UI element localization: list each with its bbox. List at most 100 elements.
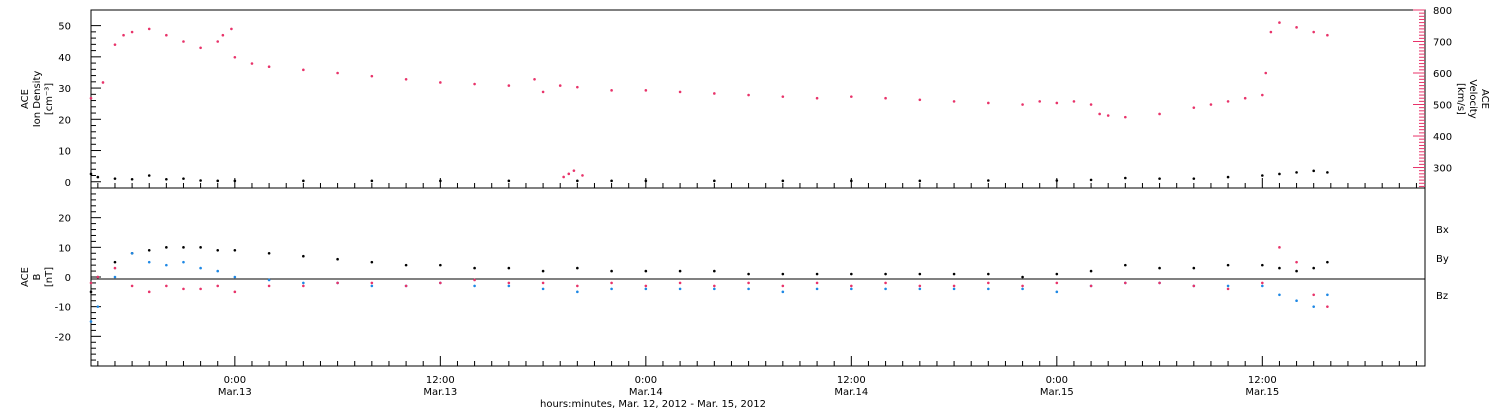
bottom-series-bz-point	[1278, 246, 1281, 249]
top-series-1-point	[610, 89, 613, 92]
top-series-1-point	[147, 27, 151, 31]
top-left-axis: 0 10 20 30 40 50	[58, 22, 101, 189]
top-series-1-point	[182, 40, 185, 43]
bottom-series-by-point	[850, 287, 853, 291]
top-series-1-point	[1326, 33, 1329, 37]
bottom-series-bz-point	[1192, 284, 1196, 288]
top-series-1-point	[1038, 100, 1041, 103]
bottom-series-by-point	[1021, 287, 1024, 291]
top-series-1-point	[199, 46, 202, 50]
top-series-0-point	[1261, 174, 1264, 177]
top-series-0-point	[1295, 171, 1298, 174]
top-series-0-point	[781, 179, 785, 183]
bottom-left-tick-label: -20	[55, 332, 71, 343]
x-tick-label-date: Mar.14	[629, 387, 663, 398]
top-series-0-point	[199, 179, 202, 182]
top-series-1-point	[267, 65, 271, 69]
bottom-left-tick-label: 0	[65, 273, 71, 284]
bottom-series-bz-point	[182, 287, 185, 291]
bottom-series-by-point	[267, 278, 271, 282]
top-series-1-point	[122, 33, 125, 37]
top-left-tick-label: 20	[58, 115, 71, 126]
bottom-series-bx-point	[1226, 263, 1230, 267]
bottom-series-bx-point	[199, 246, 202, 249]
top-right-ylabel-line1: ACE	[1479, 89, 1490, 109]
top-series-1-point	[1269, 30, 1273, 34]
top-series-1-point	[781, 95, 785, 98]
top-series-1-point	[101, 81, 105, 84]
bottom-series-bx-point	[644, 269, 648, 273]
top-series-2-point	[581, 174, 584, 177]
bottom-series-by-point	[610, 287, 613, 291]
top-left-tick-label: 10	[58, 147, 71, 158]
bottom-series-bz-point	[199, 287, 202, 291]
top-series-1-point	[987, 101, 990, 105]
top-series-0-point	[370, 179, 374, 183]
bottom-panel-frame	[90, 187, 1426, 367]
bottom-series-bz-point	[644, 284, 648, 288]
bottom-series-bx-point	[267, 251, 271, 255]
top-series-1-point	[558, 84, 562, 87]
top-left-tick-label: 30	[58, 84, 71, 95]
top-series-1-point	[1192, 106, 1196, 109]
top-right-tick-label: 500	[1433, 101, 1452, 112]
bottom-series-bx-point	[1124, 263, 1127, 267]
top-series-1-point	[336, 71, 339, 75]
top-series-1-point	[1124, 115, 1127, 119]
bottom-series-by-point	[1326, 293, 1329, 297]
bottom-series-by-point	[216, 269, 220, 273]
top-series-1-point	[89, 96, 93, 100]
x-tick-label-date: Mar.13	[423, 387, 457, 398]
top-series-0-point	[987, 179, 990, 182]
x-tick-label-time: 12:00	[1248, 375, 1277, 386]
bottom-series-bz-point	[130, 284, 134, 288]
top-right-tick-label: 600	[1433, 69, 1452, 80]
top-series-1-point	[130, 30, 134, 34]
top-series-2-point	[567, 172, 571, 176]
bottom-series-by-point	[96, 305, 100, 308]
top-series-1-point	[541, 90, 545, 94]
bottom-series-by-point	[884, 287, 887, 291]
top-right-ylabel-line3: [km/s]	[1455, 83, 1466, 115]
bottom-series-by-point	[182, 260, 185, 264]
top-left-tick-label: 0	[65, 178, 71, 189]
top-series-0-point	[1158, 177, 1161, 180]
top-series-0-point	[1192, 177, 1196, 180]
bottom-series-bx-point	[1295, 269, 1298, 273]
bottom-series-bz-point	[610, 281, 613, 285]
bottom-series-by-point	[1055, 290, 1059, 294]
top-series-1-point	[1278, 21, 1281, 24]
bottom-series-bx-point	[850, 272, 853, 276]
top-series-1-point	[678, 90, 682, 94]
top-series-0-point	[918, 179, 922, 183]
legend-bx: Bx	[1436, 225, 1449, 236]
bottom-series-by-point	[507, 284, 511, 288]
top-panel-frame	[90, 9, 1426, 189]
bottom-series-bz-point	[473, 278, 476, 282]
bottom-series-bx-point	[302, 254, 305, 258]
top-series-1-point	[302, 68, 305, 72]
bottom-series-by-point	[1295, 299, 1298, 303]
bottom-series-bx-point	[678, 269, 682, 273]
bottom-series-bx-point	[918, 272, 922, 276]
bottom-series-bz-point	[1226, 287, 1230, 291]
top-series-0-point	[113, 177, 117, 180]
bottom-series-by-point	[644, 287, 648, 291]
top-series-0-point	[130, 177, 134, 181]
bottom-series-by-point	[987, 287, 990, 291]
bottom-series-bx-point	[1278, 266, 1281, 270]
bottom-series-bx-point	[439, 263, 442, 267]
top-series-1-point	[1098, 112, 1101, 116]
bottom-series-bz-point	[1295, 260, 1298, 264]
bottom-series-by-point	[233, 275, 237, 279]
top-series-1-point	[221, 33, 225, 37]
top-series-0-point	[850, 179, 853, 183]
top-series-1-point	[1295, 26, 1298, 29]
top-left-ylabel-line3: [cm⁻³]	[44, 83, 55, 115]
bottom-series-bz-point	[147, 290, 151, 294]
bottom-series-by-point	[370, 284, 374, 288]
top-series-0-point	[1278, 172, 1281, 176]
top-series-1-point	[113, 43, 117, 46]
bottom-series-bz-point	[1089, 284, 1093, 288]
bottom-series-bz-point	[952, 284, 956, 288]
